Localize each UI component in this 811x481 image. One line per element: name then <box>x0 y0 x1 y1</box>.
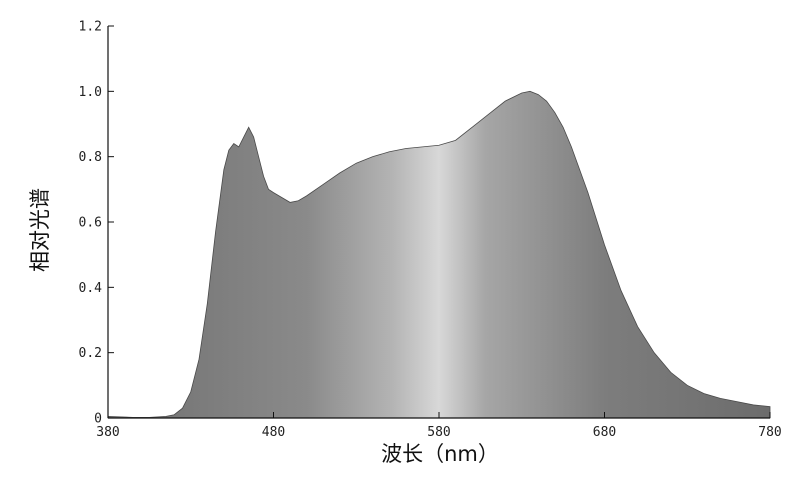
y-tick-label: 1.0 <box>79 85 102 100</box>
x-axis-title: 波长（nm） <box>381 442 499 466</box>
y-axis-ticks: 0 0.2 0.4 0.6 0.8 1.0 1.2 <box>79 20 114 427</box>
x-tick-label: 480 <box>262 425 285 440</box>
y-tick-label: 0.8 <box>79 150 102 165</box>
x-tick-label: 580 <box>427 425 450 440</box>
plot-area <box>107 90 771 419</box>
y-tick-label: 0 <box>94 412 102 427</box>
y-tick-label: 0.4 <box>79 281 103 296</box>
x-tick-label: 680 <box>593 425 616 440</box>
x-axis-ticks: 380 480 580 680 780 <box>96 412 782 440</box>
y-tick-label: 0.6 <box>79 216 102 231</box>
y-axis-title: 相对光谱 <box>28 188 52 272</box>
x-tick-label: 380 <box>96 425 119 440</box>
y-tick-label: 0.2 <box>79 346 102 361</box>
spectrum-area <box>107 90 771 419</box>
y-tick-label: 1.2 <box>79 20 102 35</box>
x-tick-label: 780 <box>758 425 781 440</box>
